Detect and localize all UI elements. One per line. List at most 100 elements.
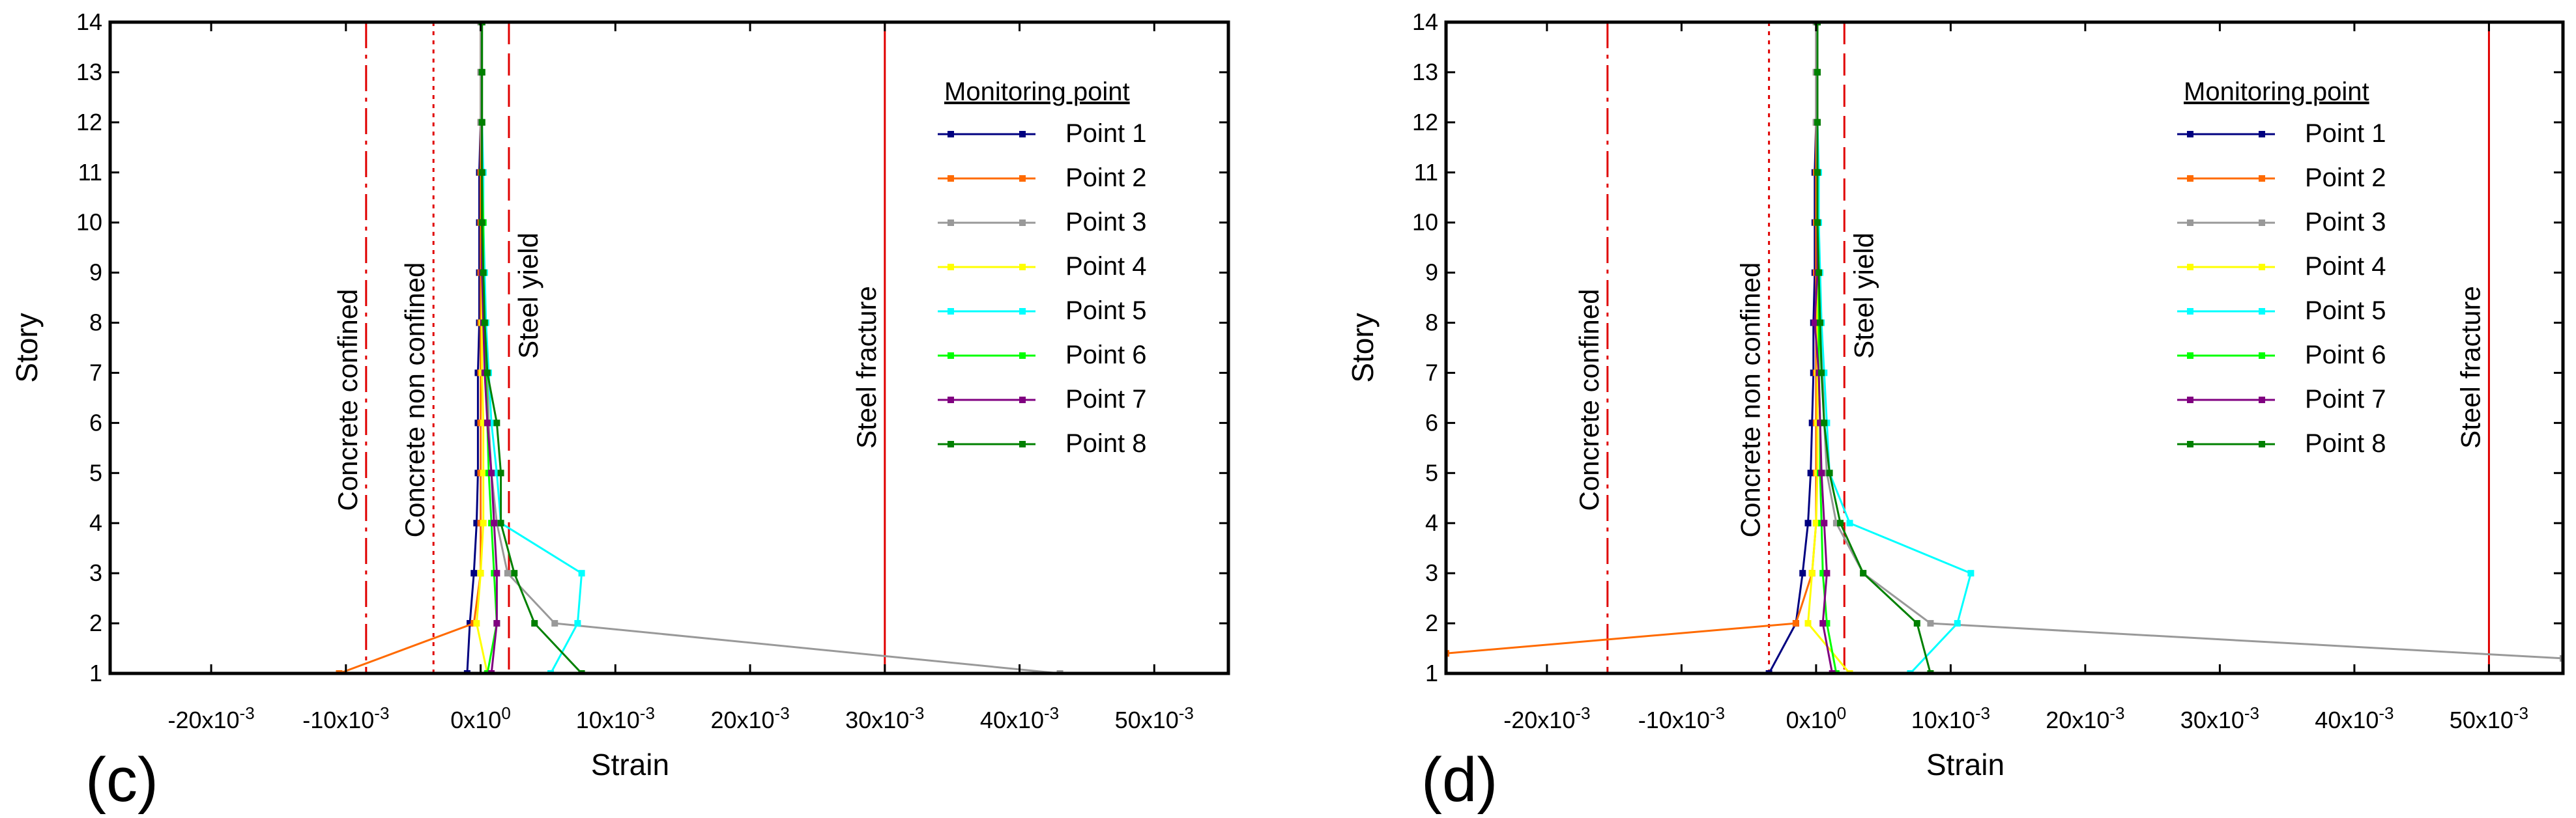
data-point bbox=[484, 369, 491, 376]
data-point bbox=[488, 419, 495, 427]
reference-label: Concrete confined bbox=[332, 289, 363, 511]
y-tick-label: 7 bbox=[1425, 359, 1438, 386]
data-point bbox=[1799, 570, 1806, 577]
legend-marker bbox=[948, 397, 954, 403]
legend-marker bbox=[948, 308, 954, 315]
legend-marker bbox=[948, 264, 954, 270]
data-point bbox=[477, 570, 484, 577]
y-tick-label: 1 bbox=[89, 660, 102, 686]
x-tick-label: 0x100 bbox=[1786, 703, 1847, 733]
legend-item: Point 3 bbox=[938, 208, 1147, 236]
legend-marker bbox=[2187, 264, 2193, 270]
x-axis-title: Strain bbox=[591, 748, 669, 782]
legend-label: Point 5 bbox=[1065, 296, 1147, 325]
data-point bbox=[478, 169, 485, 176]
data-point bbox=[574, 620, 581, 627]
data-point bbox=[1807, 470, 1814, 477]
data-point bbox=[1814, 119, 1821, 126]
x-tick-label: 40x10-3 bbox=[980, 703, 1059, 733]
y-tick-label: 10 bbox=[1412, 209, 1438, 236]
legend-item: Point 2 bbox=[938, 163, 1147, 192]
data-point bbox=[1814, 219, 1821, 226]
data-point bbox=[478, 219, 485, 226]
y-tick-label: 2 bbox=[89, 610, 102, 636]
legend-marker bbox=[2187, 175, 2193, 182]
x-tick-label: 30x10-3 bbox=[845, 703, 924, 733]
legend-item: Point 8 bbox=[938, 429, 1147, 458]
reference-label: Steel fracture bbox=[851, 286, 882, 449]
data-point bbox=[467, 620, 474, 627]
data-point bbox=[1846, 520, 1853, 527]
data-point bbox=[531, 620, 538, 627]
legend-item: Point 3 bbox=[2177, 208, 2386, 236]
x-tick-label: 30x10-3 bbox=[2180, 703, 2259, 733]
legend-item: Point 5 bbox=[938, 296, 1147, 325]
legend-marker bbox=[2187, 352, 2193, 359]
legend-marker bbox=[2259, 175, 2265, 182]
legend-marker bbox=[2187, 308, 2193, 315]
y-tick-label: 1 bbox=[1425, 660, 1438, 686]
data-point bbox=[1819, 570, 1827, 577]
x-tick-label: 40x10-3 bbox=[2315, 703, 2394, 733]
legend-label: Point 3 bbox=[2305, 208, 2386, 236]
y-tick-label: 13 bbox=[76, 59, 102, 85]
data-point bbox=[493, 419, 500, 427]
data-point bbox=[1818, 470, 1825, 477]
data-point bbox=[1817, 419, 1824, 427]
data-point bbox=[473, 620, 480, 627]
data-point bbox=[1808, 419, 1816, 427]
legend-marker bbox=[1019, 264, 1026, 270]
legend-label: Point 1 bbox=[2305, 119, 2386, 148]
data-point bbox=[1837, 520, 1844, 527]
data-point bbox=[488, 470, 495, 477]
x-tick-label: 10x10-3 bbox=[576, 703, 655, 733]
data-point bbox=[491, 520, 498, 527]
x-tick-label: 20x10-3 bbox=[2046, 703, 2124, 733]
panel-label: (d) bbox=[1421, 745, 1498, 815]
data-point bbox=[1814, 169, 1821, 176]
legend-marker bbox=[948, 352, 954, 359]
legend-marker bbox=[1019, 175, 1026, 182]
legend-marker bbox=[1019, 441, 1026, 447]
data-point bbox=[1823, 620, 1831, 627]
x-tick-label: 50x10-3 bbox=[2450, 703, 2528, 733]
data-point bbox=[1819, 620, 1827, 627]
data-point bbox=[1808, 570, 1816, 577]
y-tick-label: 13 bbox=[1412, 59, 1438, 85]
x-tick-label: 50x10-3 bbox=[1115, 703, 1194, 733]
series-line-point-8 bbox=[481, 22, 583, 673]
legend-item: Point 2 bbox=[2177, 163, 2386, 192]
legend-label: Point 4 bbox=[1065, 252, 1147, 281]
data-point bbox=[1821, 520, 1828, 527]
legend-marker bbox=[2259, 308, 2265, 315]
legend-marker bbox=[2259, 397, 2265, 403]
x-tick-label: 20x10-3 bbox=[710, 703, 789, 733]
legend-label: Point 8 bbox=[2305, 429, 2386, 458]
reference-label: Steel fracture bbox=[2455, 286, 2485, 449]
legend-item: Point 5 bbox=[2177, 296, 2386, 325]
data-point bbox=[511, 570, 518, 577]
x-tick-label: 0x100 bbox=[450, 703, 511, 733]
data-point bbox=[470, 570, 478, 577]
plot-frame bbox=[108, 20, 1230, 675]
data-point bbox=[1804, 620, 1812, 627]
data-point bbox=[1826, 470, 1833, 477]
series-group bbox=[1446, 22, 2563, 673]
data-point bbox=[480, 520, 487, 527]
legend-marker bbox=[2187, 219, 2193, 226]
y-axis-title: Story bbox=[1346, 313, 1380, 382]
data-point bbox=[1821, 419, 1828, 427]
y-tick-label: 9 bbox=[1425, 259, 1438, 286]
data-point bbox=[1804, 520, 1812, 527]
data-point bbox=[478, 68, 485, 76]
data-point bbox=[1860, 570, 1867, 577]
legend-marker bbox=[1019, 397, 1026, 403]
data-point bbox=[1967, 570, 1975, 577]
y-tick-label: 10 bbox=[76, 209, 102, 236]
data-point bbox=[1792, 620, 1799, 627]
legend-title: Monitoring point bbox=[944, 78, 1130, 106]
data-point bbox=[1812, 520, 1819, 527]
reference-label: Concrete non confined bbox=[1735, 262, 1766, 538]
legend-label: Point 1 bbox=[1065, 119, 1147, 148]
